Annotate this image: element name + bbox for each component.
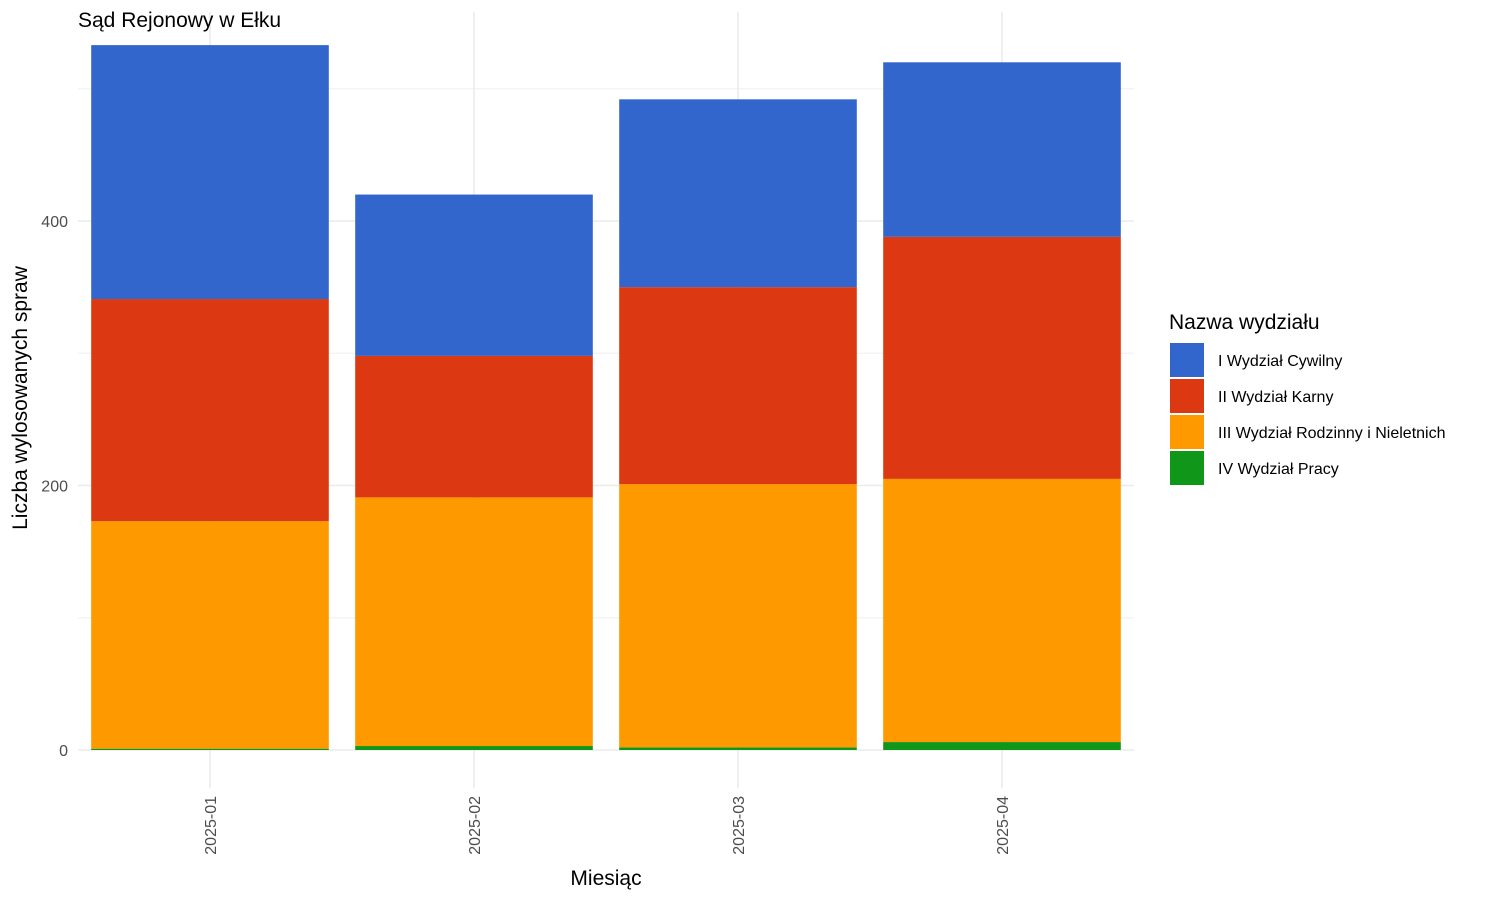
- x-tick-label: 2025-01: [203, 796, 220, 855]
- x-tick-label: 2025-04: [995, 796, 1012, 855]
- legend-label: I Wydział Cywilny: [1218, 353, 1342, 370]
- y-tick-label: 200: [41, 479, 68, 496]
- legend-swatch: [1170, 415, 1204, 449]
- legend-label: III Wydział Rodzinny i Nieletnich: [1218, 425, 1446, 442]
- bar-segment: [355, 497, 593, 747]
- bar-segment: [91, 299, 329, 522]
- bar-segment: [883, 236, 1121, 479]
- bar-segment: [619, 747, 857, 750]
- legend-swatch: [1170, 343, 1204, 377]
- bar-segment: [883, 742, 1121, 750]
- bar-segment: [355, 194, 593, 356]
- y-tick-label: 400: [41, 214, 68, 231]
- chart-title: Sąd Rejonowy w Ełku: [78, 9, 281, 32]
- bar-segment: [355, 355, 593, 498]
- bar-segment: [619, 484, 857, 748]
- bar-segment: [619, 99, 857, 288]
- bar-segment: [883, 478, 1121, 743]
- x-tick-label: 2025-03: [731, 796, 748, 855]
- bar-segment: [91, 748, 329, 750]
- x-axis-title: Miesiąc: [570, 867, 641, 890]
- legend-swatch: [1170, 379, 1204, 413]
- bar-segment: [355, 746, 593, 750]
- bar-segment: [91, 521, 329, 749]
- bar-segment: [619, 287, 857, 485]
- bar-segment: [91, 45, 329, 300]
- legend: Nazwa wydziału I Wydział Cywilny II Wydzi…: [1169, 311, 1446, 485]
- bar-segment: [883, 62, 1121, 237]
- x-tick-label: 2025-02: [467, 796, 484, 855]
- legend-label: II Wydział Karny: [1218, 389, 1333, 406]
- legend-swatch: [1170, 451, 1204, 485]
- y-axis-title: Liczba wylosowanych spraw: [9, 265, 32, 530]
- bars: [91, 45, 1121, 750]
- y-axis-ticks: 0 200 400: [41, 214, 68, 760]
- y-tick-label: 0: [59, 743, 68, 760]
- legend-label: IV Wydział Pracy: [1218, 461, 1339, 478]
- x-axis-ticks: 2025-01 2025-02 2025-03 2025-04: [203, 796, 1012, 855]
- legend-title: Nazwa wydziału: [1169, 311, 1320, 334]
